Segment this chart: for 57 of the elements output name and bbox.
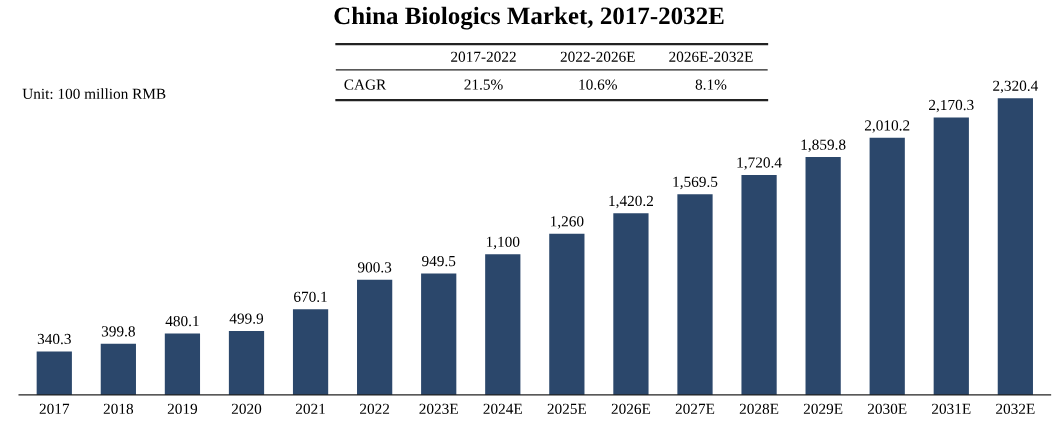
x-tick-label: 2020 bbox=[231, 403, 262, 414]
data-label: 480.1 bbox=[165, 315, 199, 327]
data-label: 2,010.2 bbox=[864, 120, 910, 133]
x-tick-label: 2024E bbox=[483, 403, 522, 414]
bar bbox=[421, 273, 457, 395]
annotation: Unit: 100 million RMB bbox=[22, 88, 166, 100]
bar bbox=[36, 351, 72, 395]
bar bbox=[805, 157, 841, 395]
data-label: 1,260 bbox=[551, 216, 584, 229]
x-tick-label: 2017 bbox=[39, 403, 70, 414]
x-tick-label: 2029E bbox=[803, 403, 843, 414]
data-label: 2,170.3 bbox=[929, 99, 974, 113]
data-label: 1,100 bbox=[486, 236, 520, 250]
bar bbox=[228, 330, 265, 395]
x-tick-label: 2021 bbox=[295, 403, 325, 414]
bar bbox=[357, 279, 393, 395]
x-tick-label: 2025E bbox=[547, 403, 587, 414]
text: 2022-2026E bbox=[560, 51, 635, 62]
x-tick-label: 2026E bbox=[611, 403, 651, 414]
bar bbox=[997, 98, 1033, 395]
data-label: 670.1 bbox=[294, 291, 327, 303]
bar bbox=[549, 233, 585, 395]
x-tick-label: 2018 bbox=[103, 403, 134, 414]
x-tick-label: 2023E bbox=[419, 403, 458, 414]
data-label: 1,859.8 bbox=[801, 139, 846, 153]
bar bbox=[613, 213, 649, 395]
data-label: 340.3 bbox=[37, 333, 71, 345]
text: 10.6% bbox=[579, 79, 617, 90]
bar bbox=[869, 137, 905, 395]
x-tick-label: 2019 bbox=[167, 403, 198, 414]
data-label: 2,320.4 bbox=[993, 80, 1039, 94]
bar bbox=[292, 309, 329, 395]
data-label: 900.3 bbox=[357, 262, 392, 273]
data-label: 949.5 bbox=[422, 255, 456, 267]
text: 8.1% bbox=[695, 79, 727, 90]
x-tick-label: 2030E bbox=[867, 403, 907, 414]
x-tick-label: 2032E bbox=[996, 403, 1035, 414]
bar bbox=[100, 343, 136, 395]
data-label: 1,420.2 bbox=[609, 195, 653, 209]
text: CAGR bbox=[344, 79, 387, 90]
data-label: 1,569.5 bbox=[673, 176, 718, 190]
x-tick-label: 2022 bbox=[360, 403, 390, 414]
chart-title: China Biologics Market, 2017-2032E bbox=[334, 6, 724, 30]
bar bbox=[741, 174, 777, 395]
x-tick-label: 2028E bbox=[739, 403, 779, 414]
x-tick-label: 2031E bbox=[932, 403, 971, 414]
data-label: 399.8 bbox=[101, 326, 135, 337]
text: 2017-2022 bbox=[451, 51, 516, 62]
text: 21.5% bbox=[464, 79, 503, 90]
bar bbox=[933, 117, 969, 395]
bar bbox=[677, 194, 713, 395]
bar bbox=[164, 333, 201, 395]
data-label: 499.9 bbox=[229, 313, 264, 324]
x-tick-label: 2027E bbox=[675, 403, 715, 414]
data-label: 1,720.4 bbox=[737, 157, 782, 170]
bar bbox=[485, 254, 521, 395]
text: 2026E-2032E bbox=[669, 51, 753, 62]
